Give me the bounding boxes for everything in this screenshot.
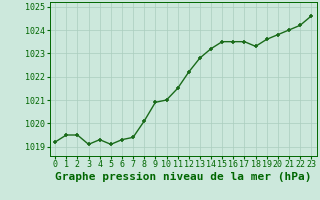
X-axis label: Graphe pression niveau de la mer (hPa): Graphe pression niveau de la mer (hPa) — [55, 172, 311, 182]
